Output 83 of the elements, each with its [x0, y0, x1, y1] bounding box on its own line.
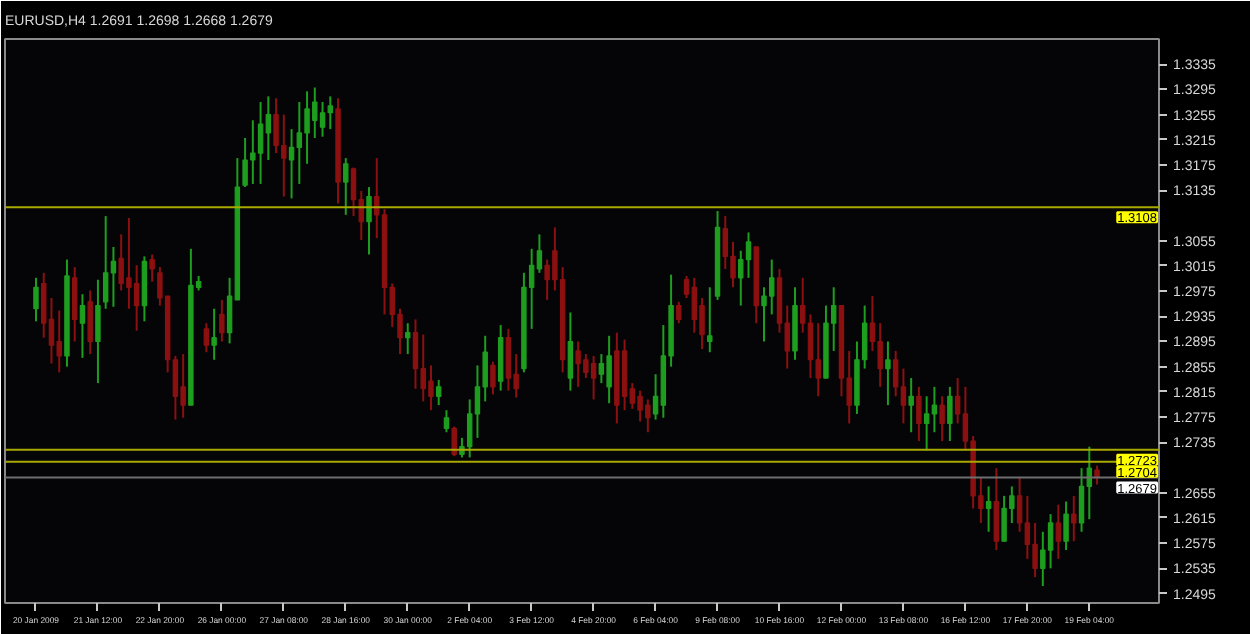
- candlestick: [497, 324, 504, 392]
- candlestick: [405, 322, 411, 356]
- candlestick: [916, 385, 922, 443]
- candlestick: [443, 409, 450, 434]
- candlestick: [1063, 500, 1069, 552]
- candlestick: [769, 258, 775, 316]
- candlestick: [575, 340, 581, 388]
- candlestick: [947, 385, 953, 443]
- candlestick: [56, 309, 62, 374]
- candlestick: [637, 389, 643, 423]
- candlestick: [242, 136, 248, 189]
- candlestick: [33, 276, 39, 323]
- candlestick: [350, 166, 357, 218]
- candlestick: [885, 340, 891, 407]
- candlestick: [985, 485, 992, 533]
- candlestick: [312, 86, 318, 139]
- candlestick: [71, 266, 78, 343]
- candlestick: [79, 293, 86, 359]
- candlestick: [118, 233, 124, 292]
- candlestick: [490, 360, 496, 396]
- candlestick: [366, 186, 372, 256]
- candlestick: [149, 253, 155, 283]
- candlestick: [745, 231, 752, 279]
- candlestick: [621, 338, 628, 412]
- candlestick: [250, 119, 256, 185]
- candlestick: [877, 322, 883, 388]
- candlestick: [993, 467, 1000, 552]
- candlestick: [908, 377, 914, 434]
- candlestick: [583, 353, 589, 380]
- candlestick: [598, 353, 605, 385]
- candlestick: [428, 364, 434, 412]
- candlestick: [792, 286, 798, 361]
- candlestick: [1001, 494, 1007, 543]
- candlestick: [219, 298, 225, 343]
- candlestick: [273, 97, 279, 155]
- candlestick: [133, 264, 140, 332]
- candlestick: [343, 157, 349, 216]
- candlestick: [420, 333, 426, 403]
- candlestick: [265, 95, 272, 161]
- candlestick: [1071, 494, 1077, 543]
- candlestick: [203, 322, 210, 354]
- candlestick: [606, 334, 612, 405]
- candlestick: [180, 353, 186, 419]
- candlestick: [707, 286, 713, 354]
- candlestick: [722, 215, 729, 271]
- candlestick: [126, 216, 132, 310]
- candlestick: [1047, 513, 1054, 570]
- candlestick: [1055, 503, 1062, 560]
- candlestick: [676, 300, 682, 325]
- candlestick: [327, 95, 334, 131]
- candlestick: [1032, 521, 1038, 579]
- candlestick: [691, 276, 698, 334]
- candlestick: [505, 327, 512, 392]
- candlestick: [931, 385, 938, 434]
- candlestick: [141, 255, 148, 323]
- candlestick: [451, 425, 457, 458]
- candlestick: [1094, 464, 1100, 486]
- candlestick: [544, 258, 550, 301]
- candlestick: [590, 354, 597, 401]
- candlestick: [567, 311, 574, 392]
- candlestick: [1040, 530, 1046, 587]
- candlestick: [102, 215, 109, 310]
- candlestick: [288, 128, 295, 200]
- candlestick: [939, 395, 945, 443]
- candlestick: [296, 101, 303, 185]
- candlestick: [923, 395, 930, 452]
- candlestick: [211, 307, 217, 361]
- candlestick: [435, 378, 442, 407]
- candlestick: [1078, 467, 1085, 533]
- candlestick: [319, 101, 326, 138]
- candlestick: [281, 113, 287, 198]
- candlestick: [412, 318, 419, 390]
- candlestick: [87, 289, 93, 356]
- candlestick: [807, 313, 814, 380]
- candlestick: [110, 245, 117, 308]
- candlestick: [892, 349, 899, 398]
- candlestick: [304, 90, 310, 165]
- candlestick: [257, 101, 264, 185]
- candlestick: [645, 398, 651, 434]
- candlestick: [95, 278, 101, 385]
- candlestick: [815, 322, 821, 398]
- candlestick: [738, 249, 744, 307]
- candlestick: [900, 367, 907, 425]
